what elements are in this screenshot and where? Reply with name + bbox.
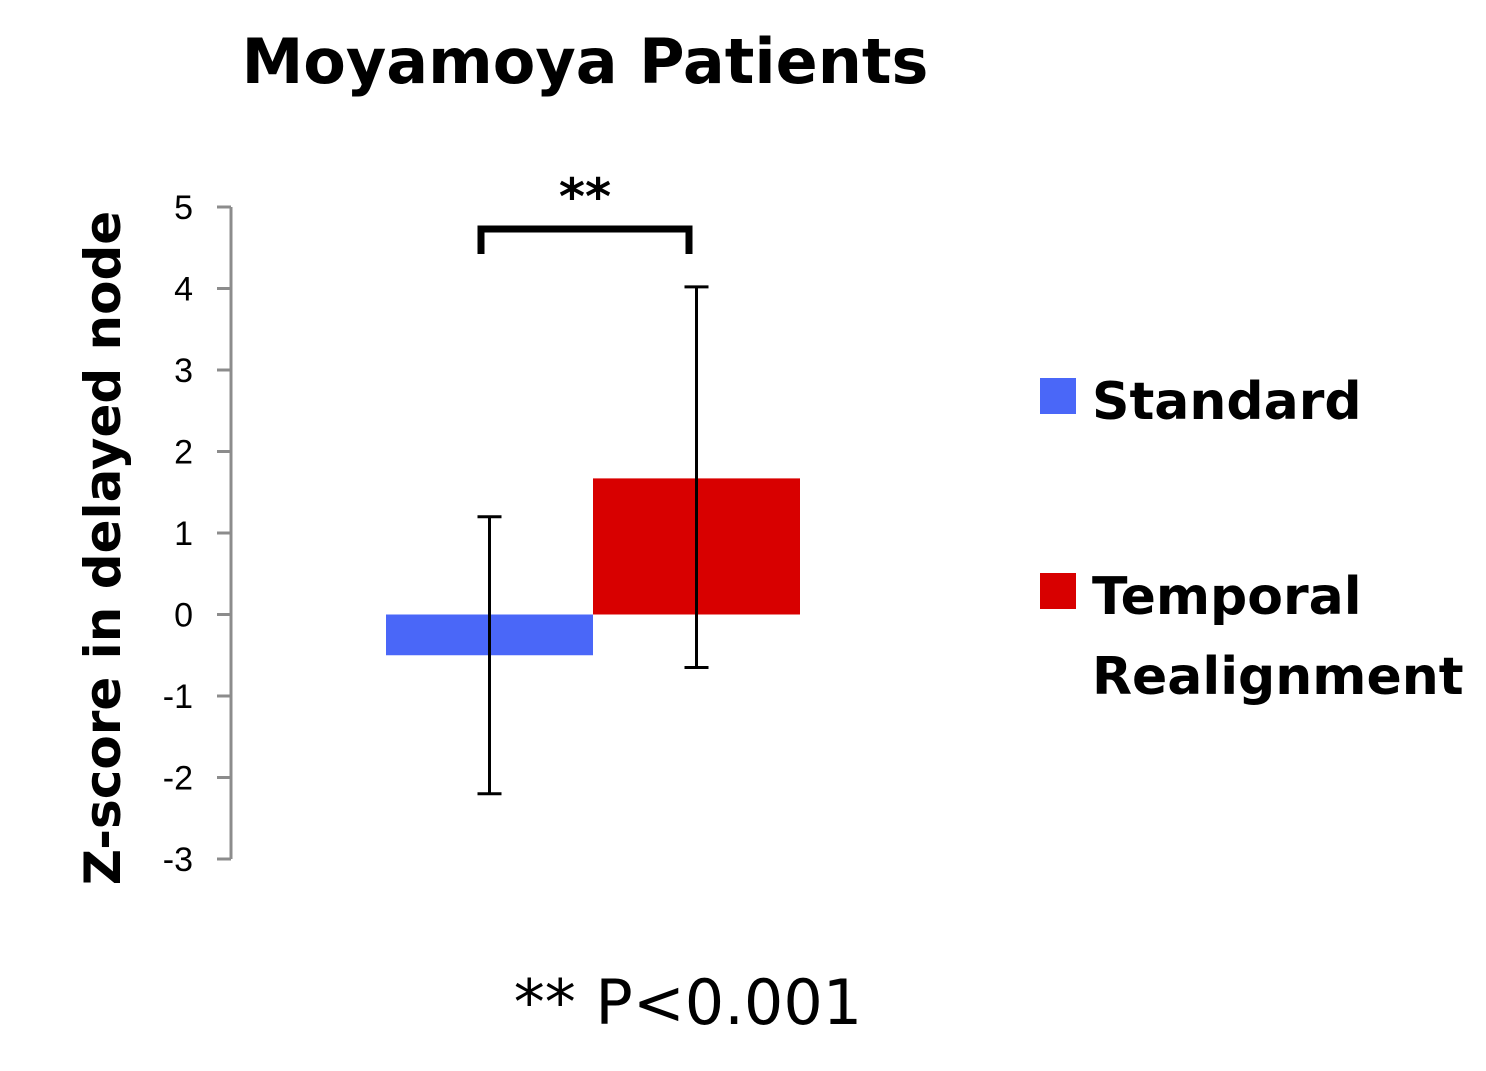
y-tick-label: 2 — [174, 434, 193, 472]
y-tick-label: -1 — [163, 678, 193, 716]
p-value-footnote: ** P<0.001 — [514, 966, 863, 1039]
y-axis: 5 4 3 2 1 0 -1 -2 -3 — [163, 189, 233, 879]
error-bar — [684, 285, 709, 669]
y-axis-label: Z-score in delayed node — [74, 211, 132, 885]
legend-swatch — [1040, 573, 1076, 609]
legend: Standard Temporal Realignment — [1040, 372, 1464, 707]
significance-bracket — [477, 225, 693, 254]
y-tick-label: -2 — [163, 760, 193, 798]
legend-item: Standard — [1040, 372, 1362, 432]
legend-item: Temporal Realignment — [1040, 567, 1464, 707]
significance-marker: ** — [559, 168, 611, 226]
error-bars — [477, 285, 709, 796]
chart-title: Moyamoya Patients — [242, 25, 929, 98]
legend-label: Temporal — [1092, 567, 1362, 627]
y-tick-label: 4 — [174, 271, 193, 309]
legend-swatch — [1040, 378, 1076, 414]
y-tick-label: 0 — [174, 597, 193, 635]
error-bar — [477, 515, 502, 796]
bars — [386, 478, 800, 656]
legend-label: Standard — [1092, 372, 1362, 432]
legend-label: Realignment — [1092, 647, 1464, 707]
y-tick-label: -3 — [163, 841, 193, 879]
y-tick-label: 1 — [174, 515, 193, 553]
y-tick-label: 3 — [174, 352, 193, 390]
y-tick-label: 5 — [174, 189, 193, 227]
